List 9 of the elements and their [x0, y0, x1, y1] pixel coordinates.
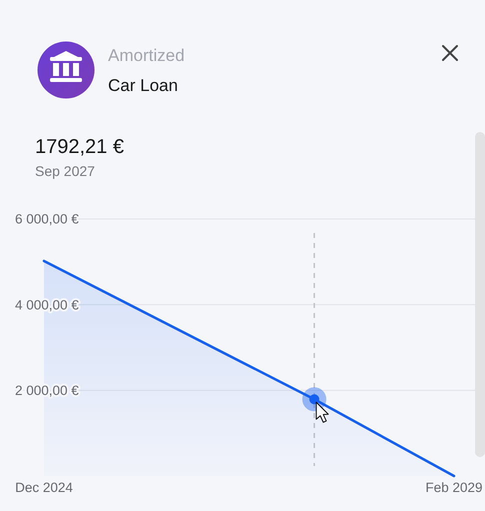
x-tick-label: Feb 2029: [425, 480, 483, 495]
text: 1792,21 €: [35, 136, 124, 158]
text: Sep 2027: [35, 163, 96, 179]
y-tick-label: 4 000,00 €: [15, 297, 80, 312]
y-tick-label: 6 000,00 €: [15, 212, 80, 227]
chart-subtitle: Car Loan: [108, 76, 178, 95]
y-tick-label: 2 000,00 €: [15, 383, 80, 398]
chart-title: Amortized: [108, 46, 185, 65]
x-tick-label: Dec 2024: [15, 480, 74, 495]
